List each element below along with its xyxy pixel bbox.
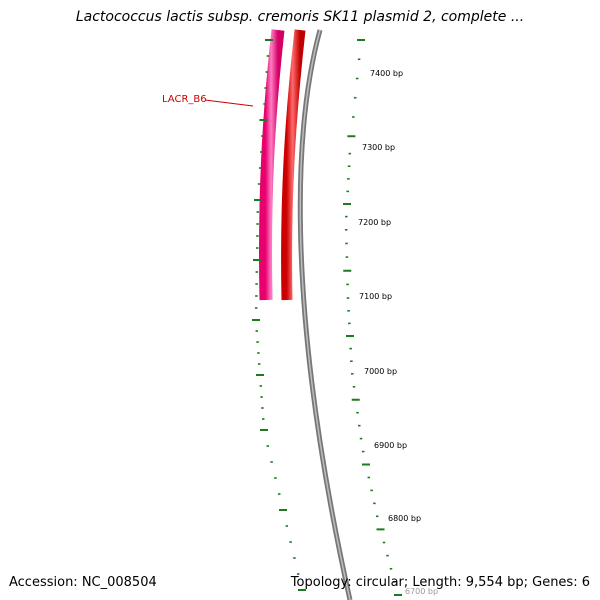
tick-label: 7400 bp [370, 69, 403, 78]
tick-label: 7100 bp [359, 292, 392, 301]
tick-label: 7300 bp [362, 143, 395, 152]
gene-leader-line [204, 99, 254, 107]
tick-label: 6800 bp [388, 514, 421, 523]
accession-text: Accession: NC_008504 [9, 575, 157, 590]
gene-arc-lacr-b6[interactable] [259, 29, 285, 301]
tick-label: 7000 bp [364, 367, 397, 376]
plasmid-backbone [297, 29, 353, 600]
tick-label: 6900 bp [374, 441, 407, 450]
topology-summary: Topology: circular; Length: 9,554 bp; Ge… [290, 575, 590, 590]
gene-label-lacr-b6[interactable]: LACR_B6 [162, 94, 207, 105]
tick-label: 6700 bp [405, 587, 438, 596]
tick-label: 7200 bp [358, 218, 391, 227]
gene-arc-red[interactable] [281, 29, 306, 301]
map-title: Lactococcus lactis subsp. cremoris SK11 … [75, 9, 525, 25]
tick-marks [252, 39, 402, 596]
